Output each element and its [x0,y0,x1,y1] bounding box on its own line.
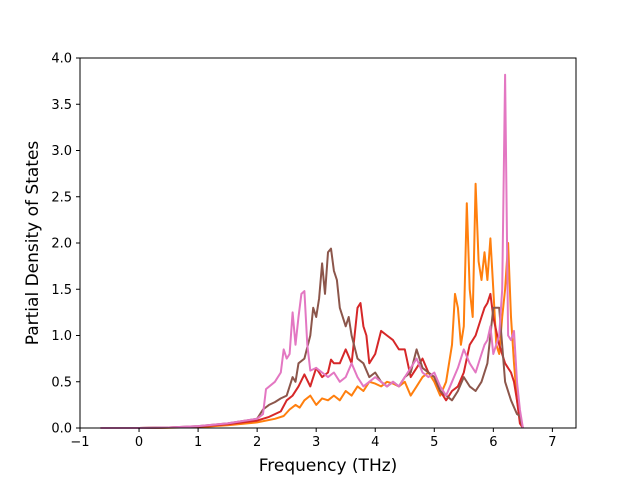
x-tick-label: 6 [489,435,497,450]
series-line-1 [100,182,524,429]
y-tick-label: 3.5 [51,98,72,113]
x-axis-ticks: −1 0 1 2 3 4 5 6 7 [70,428,557,450]
y-tick-label: 2.5 [51,190,72,205]
series-line-2 [100,292,524,429]
x-tick-label: 1 [194,435,202,450]
y-tick-label: 1.5 [51,283,72,298]
y-axis-ticks: 0.0 0.5 1.0 1.5 2.0 2.5 3.0 3.5 4.0 [51,52,80,437]
x-tick-label: 7 [548,435,556,450]
series-line-4 [100,73,524,429]
plot-lines [100,73,524,429]
x-tick-label: 4 [371,435,379,450]
x-tick-label: 5 [430,435,438,450]
y-tick-label: 3.0 [51,144,72,159]
x-axis-label: Frequency (THz) [259,456,398,476]
x-tick-label: 0 [135,435,143,450]
y-axis-label: Partial Density of States [23,141,43,346]
y-tick-label: 0.0 [51,422,72,437]
y-tick-label: 2.0 [51,237,72,252]
x-tick-label: 2 [253,435,261,450]
series-line-3 [100,247,524,429]
y-tick-label: 1.0 [51,329,72,344]
y-tick-label: 0.5 [51,375,72,390]
x-tick-label: −1 [70,435,89,450]
y-tick-label: 4.0 [51,52,72,67]
x-tick-label: 3 [312,435,320,450]
